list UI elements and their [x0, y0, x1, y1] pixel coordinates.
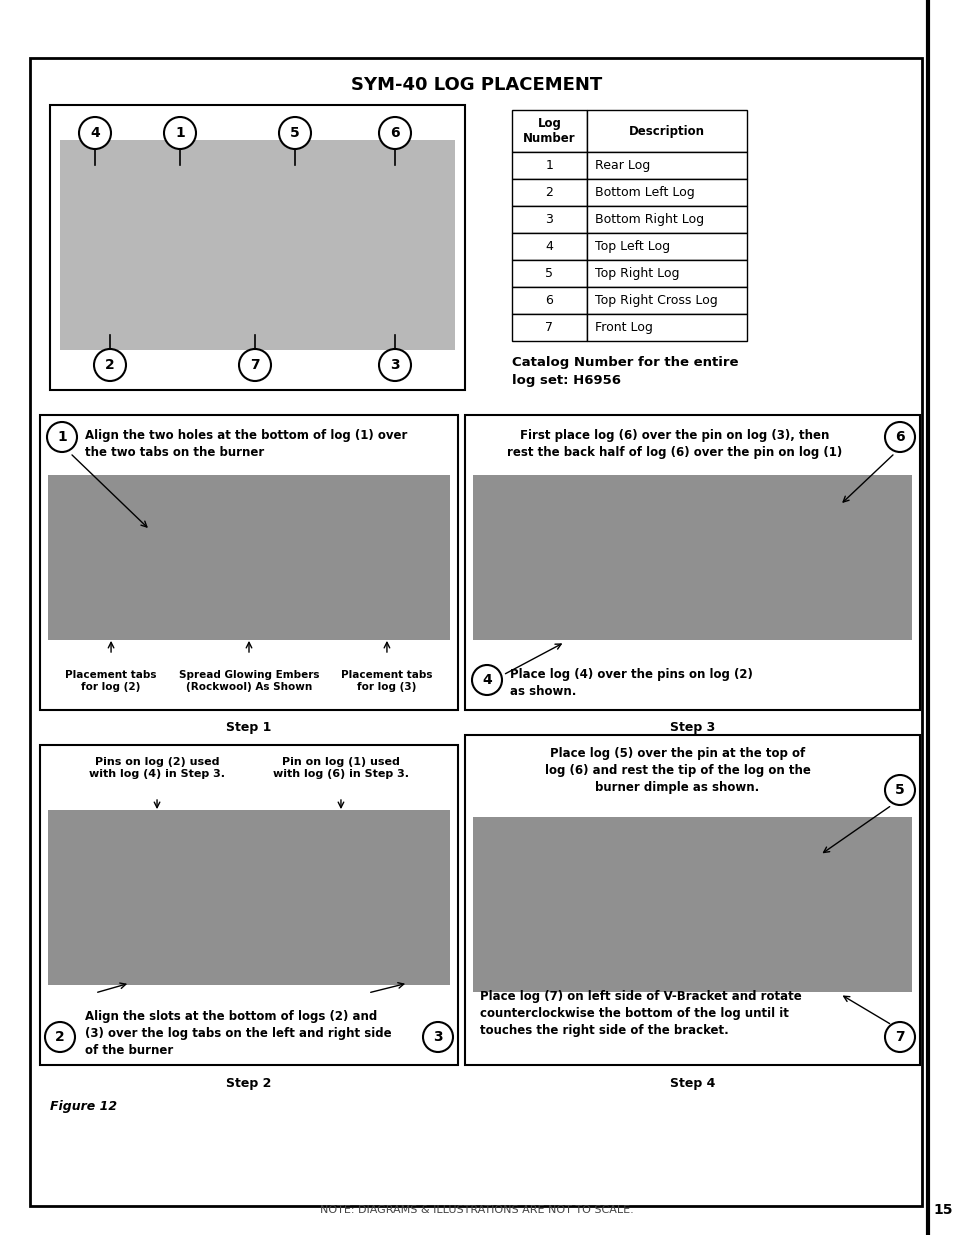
Bar	[48, 810, 450, 986]
Text: 4: 4	[481, 673, 492, 687]
Circle shape	[884, 1023, 914, 1052]
Text: 6: 6	[545, 294, 553, 308]
Circle shape	[378, 117, 411, 149]
Text: 1: 1	[57, 430, 67, 445]
Circle shape	[378, 350, 411, 382]
Text: 5: 5	[545, 267, 553, 280]
Circle shape	[94, 350, 126, 382]
Text: Placement tabs
for log (2): Placement tabs for log (2)	[65, 671, 156, 693]
Bar	[512, 314, 586, 341]
Bar	[50, 105, 464, 390]
Text: 3: 3	[433, 1030, 442, 1044]
Text: Rear Log: Rear Log	[595, 159, 650, 172]
Bar	[40, 745, 457, 1065]
Text: Align the slots at the bottom of logs (2) and
(3) over the log tabs on the left : Align the slots at the bottom of logs (2…	[85, 1010, 392, 1057]
Text: Place log (5) over the pin at the top of
log (6) and rest the tip of the log on : Place log (5) over the pin at the top of…	[544, 747, 810, 794]
Bar	[586, 287, 746, 314]
Text: Step 2: Step 2	[226, 1077, 272, 1089]
Text: 7: 7	[250, 358, 259, 372]
Bar	[48, 475, 450, 640]
Bar	[512, 179, 586, 206]
Circle shape	[422, 1023, 453, 1052]
Bar	[586, 233, 746, 261]
Text: Bottom Right Log: Bottom Right Log	[595, 212, 703, 226]
Bar	[473, 475, 911, 640]
Text: Bottom Left Log: Bottom Left Log	[595, 186, 694, 199]
Text: 7: 7	[545, 321, 553, 333]
Text: 5: 5	[290, 126, 299, 140]
Circle shape	[47, 422, 77, 452]
Circle shape	[472, 664, 501, 695]
Text: Top Right Log: Top Right Log	[595, 267, 679, 280]
Circle shape	[45, 1023, 75, 1052]
Bar	[512, 110, 586, 152]
Bar	[512, 152, 586, 179]
Bar	[586, 152, 746, 179]
Text: Figure 12: Figure 12	[50, 1100, 117, 1113]
Text: Place log (7) on left side of V-Bracket and rotate
counterclockwise the bottom o: Place log (7) on left side of V-Bracket …	[479, 990, 801, 1037]
Text: 7: 7	[894, 1030, 903, 1044]
Text: Description: Description	[628, 125, 704, 137]
Bar	[473, 818, 911, 992]
Bar	[60, 140, 455, 350]
Text: 2: 2	[545, 186, 553, 199]
Circle shape	[164, 117, 195, 149]
Text: 1: 1	[545, 159, 553, 172]
Text: 4: 4	[90, 126, 100, 140]
Circle shape	[884, 776, 914, 805]
Text: Pin on log (1) used
with log (6) in Step 3.: Pin on log (1) used with log (6) in Step…	[273, 757, 409, 779]
Bar	[586, 179, 746, 206]
Text: Align the two holes at the bottom of log (1) over
the two tabs on the burner: Align the two holes at the bottom of log…	[85, 429, 407, 459]
Text: 3: 3	[390, 358, 399, 372]
Text: First place log (6) over the pin on log (3), then
rest the back half of log (6) : First place log (6) over the pin on log …	[506, 429, 841, 459]
Bar	[512, 261, 586, 287]
Text: Step 3: Step 3	[669, 721, 715, 735]
Bar	[512, 206, 586, 233]
Text: Top Left Log: Top Left Log	[595, 240, 669, 253]
Text: 6: 6	[390, 126, 399, 140]
Bar	[512, 233, 586, 261]
Text: Pins on log (2) used
with log (4) in Step 3.: Pins on log (2) used with log (4) in Ste…	[89, 757, 225, 779]
Bar	[586, 110, 746, 152]
Bar	[464, 415, 919, 710]
Text: Spread Glowing Embers
(Rockwool) As Shown: Spread Glowing Embers (Rockwool) As Show…	[178, 671, 319, 693]
Text: SYM-40 LOG PLACEMENT: SYM-40 LOG PLACEMENT	[351, 77, 602, 94]
Bar	[586, 261, 746, 287]
Text: Top Right Cross Log: Top Right Cross Log	[595, 294, 717, 308]
Circle shape	[239, 350, 271, 382]
Text: 2: 2	[55, 1030, 65, 1044]
Text: Step 4: Step 4	[669, 1077, 715, 1089]
Bar	[464, 735, 919, 1065]
Text: 2: 2	[105, 358, 114, 372]
Circle shape	[278, 117, 311, 149]
Text: 5: 5	[894, 783, 904, 797]
Text: 6: 6	[894, 430, 903, 445]
Text: NOTE: DIAGRAMS & ILLUSTRATIONS ARE NOT TO SCALE.: NOTE: DIAGRAMS & ILLUSTRATIONS ARE NOT T…	[320, 1205, 633, 1215]
Text: Front Log: Front Log	[595, 321, 652, 333]
Text: 3: 3	[545, 212, 553, 226]
Circle shape	[79, 117, 111, 149]
Bar	[512, 287, 586, 314]
Text: 4: 4	[545, 240, 553, 253]
Text: Step 1: Step 1	[226, 721, 272, 735]
Bar	[40, 415, 457, 710]
Bar	[586, 206, 746, 233]
Text: Log
Number: Log Number	[522, 116, 576, 146]
Text: log set: H6956: log set: H6956	[512, 374, 620, 387]
Text: Place log (4) over the pins on log (2)
as shown.: Place log (4) over the pins on log (2) a…	[510, 668, 752, 698]
Bar	[586, 314, 746, 341]
Text: 15: 15	[932, 1203, 952, 1216]
Circle shape	[884, 422, 914, 452]
Text: Catalog Number for the entire: Catalog Number for the entire	[512, 356, 738, 369]
Text: 1: 1	[175, 126, 185, 140]
Text: Placement tabs
for log (3): Placement tabs for log (3)	[341, 671, 433, 693]
